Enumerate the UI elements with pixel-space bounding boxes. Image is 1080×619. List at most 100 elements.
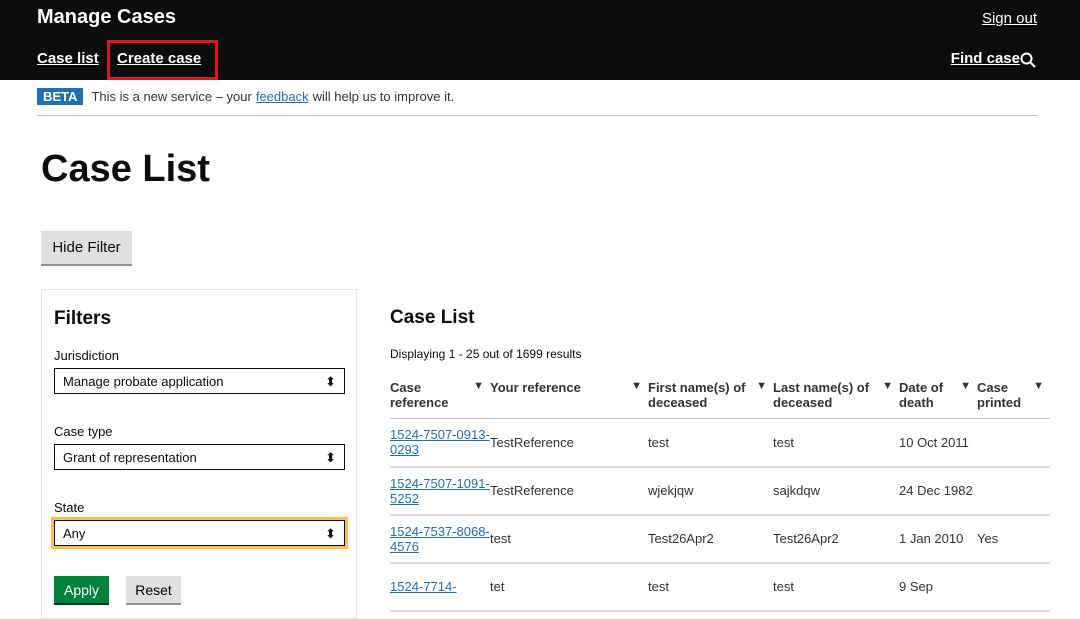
cell-value: TestReference bbox=[490, 483, 574, 498]
cell-value: sajkdqw bbox=[773, 483, 820, 498]
case-reference-link[interactable]: 1524-7714- bbox=[390, 579, 457, 594]
cell-value: TestReference bbox=[490, 434, 574, 450]
cell-value: tet bbox=[490, 579, 505, 594]
app-title: Manage Cases bbox=[37, 6, 176, 28]
sort-icon[interactable]: ▼ bbox=[756, 380, 767, 392]
column-header[interactable]: ▼ Last name(s) of deceased bbox=[773, 380, 899, 419]
state-select[interactable]: Any ⬍ bbox=[51, 517, 348, 549]
table-cell: 24 Dec 1982 bbox=[899, 466, 977, 516]
hide-filter-button[interactable]: Hide Filter bbox=[41, 231, 132, 264]
table-cell: Yes bbox=[977, 514, 1050, 564]
case-type-select[interactable]: Grant of representation ⬍ bbox=[54, 444, 345, 470]
table-cell: 1524-7537-8068-4576 bbox=[390, 514, 490, 564]
filters-title: Filters bbox=[54, 308, 112, 329]
case-type-value: Grant of representation bbox=[63, 450, 197, 465]
divider bbox=[37, 115, 1037, 116]
page-title: Case List bbox=[41, 148, 210, 190]
case-reference-link[interactable]: 1524-7507-0913-0293 bbox=[390, 427, 490, 458]
select-arrows-icon: ⬍ bbox=[325, 526, 336, 541]
filters-panel: Filters Jurisdiction Manage probate appl… bbox=[41, 289, 357, 619]
table-cell: sajkdqw bbox=[773, 466, 899, 516]
jurisdiction-select[interactable]: Manage probate application ⬍ bbox=[54, 368, 345, 394]
beta-text-end: will help us to improve it. bbox=[312, 89, 455, 104]
feedback-link[interactable]: feedback bbox=[255, 89, 309, 104]
column-label: First name(s) of deceased bbox=[648, 380, 746, 410]
case-table: ▼ Case reference ▼ Your reference ▼ First nam… bbox=[390, 380, 1050, 612]
column-header[interactable]: ▼ Case printed bbox=[977, 380, 1050, 419]
beta-banner: BETA This is a new service – your feedba… bbox=[37, 88, 454, 105]
table-cell: TestReference bbox=[490, 466, 648, 516]
cell-value: Test26Apr2 bbox=[773, 531, 839, 546]
table-row: 1524-7507-1091-5252 TestReference wjekjqw s… bbox=[390, 466, 1050, 516]
sort-icon[interactable]: ▼ bbox=[882, 380, 893, 392]
sort-icon[interactable]: ▼ bbox=[631, 380, 642, 392]
header: Manage Cases Sign out Case list Create c… bbox=[0, 0, 1080, 80]
sort-icon[interactable]: ▼ bbox=[960, 380, 971, 392]
cell-value: test bbox=[648, 579, 669, 594]
apply-button[interactable]: Apply bbox=[54, 576, 109, 603]
state-value: Any bbox=[63, 526, 86, 541]
sign-out-link[interactable]: Sign out bbox=[981, 10, 1037, 27]
cell-value: test bbox=[490, 531, 511, 546]
table-row: 1524-7714- tet test test 9 Sep bbox=[390, 562, 1050, 612]
cell-value: 1 Jan 2010 bbox=[899, 531, 964, 546]
case-reference-link[interactable]: 1524-7507-1091-5252 bbox=[390, 475, 490, 506]
table-cell: tet bbox=[490, 562, 648, 612]
table-cell bbox=[977, 418, 1050, 468]
table-cell: 9 Sep bbox=[899, 562, 977, 612]
cell-value: wjekjqw bbox=[648, 483, 694, 498]
table-cell: test bbox=[773, 562, 899, 612]
sort-icon[interactable]: ▼ bbox=[473, 380, 484, 392]
table-cell: Test26Apr2 bbox=[773, 514, 899, 564]
case-type-label: Case type bbox=[54, 424, 113, 439]
column-label: Case reference bbox=[390, 380, 449, 410]
column-label: Case printed bbox=[977, 380, 1022, 410]
beta-tag: BETA bbox=[37, 88, 84, 105]
column-header[interactable]: ▼ First name(s) of deceased bbox=[648, 380, 773, 419]
select-arrows-icon: ⬍ bbox=[325, 374, 336, 389]
table-cell: 10 Oct 2011 bbox=[899, 418, 977, 468]
cell-value: Test26Apr2 bbox=[648, 531, 714, 546]
column-header[interactable]: ▼ Date of death bbox=[899, 380, 977, 419]
find-case-link[interactable]: Find case bbox=[950, 50, 1020, 67]
state-label: State bbox=[54, 500, 85, 515]
case-list-title: Case List bbox=[390, 307, 475, 328]
sort-icon[interactable]: ▼ bbox=[1033, 380, 1044, 392]
case-reference-link[interactable]: 1524-7537-8068-4576 bbox=[390, 523, 490, 554]
cell-value: test bbox=[773, 579, 794, 594]
reset-button[interactable]: Reset bbox=[126, 576, 181, 603]
search-icon[interactable] bbox=[1020, 52, 1036, 68]
column-header[interactable]: ▼ Case reference bbox=[390, 380, 490, 419]
jurisdiction-label: Jurisdiction bbox=[54, 348, 120, 363]
table-cell: TestReference bbox=[490, 418, 648, 468]
table-cell: Test26Apr2 bbox=[648, 514, 773, 564]
table-cell: 1524-7507-0913-0293 bbox=[390, 418, 490, 468]
cell-value: Yes bbox=[977, 531, 999, 546]
cell-value: 10 Oct 2011 bbox=[899, 434, 969, 450]
cell-value: test bbox=[773, 434, 794, 450]
table-row: 1524-7507-0913-0293 TestReference test test… bbox=[390, 418, 1050, 468]
nav-case-list[interactable]: Case list bbox=[37, 50, 99, 67]
table-cell: 1524-7507-1091-5252 bbox=[390, 466, 490, 516]
jurisdiction-value: Manage probate application bbox=[63, 374, 224, 389]
select-arrows-icon: ⬍ bbox=[325, 450, 336, 465]
table-cell: test bbox=[490, 514, 648, 564]
column-header[interactable]: ▼ Your reference bbox=[490, 380, 648, 419]
cell-value: 9 Sep bbox=[899, 579, 933, 594]
table-cell: test bbox=[648, 562, 773, 612]
beta-text: This is a new service – your bbox=[91, 89, 252, 104]
table-cell: test bbox=[648, 418, 773, 468]
results-count: Displaying 1 - 25 out of 1699 results bbox=[390, 347, 582, 361]
table-cell bbox=[977, 562, 1050, 612]
table-cell: 1 Jan 2010 bbox=[899, 514, 977, 564]
table-cell bbox=[977, 466, 1050, 516]
column-label: Date of death bbox=[899, 380, 944, 410]
table-row: 1524-7537-8068-4576 test Test26Apr2 Test26A… bbox=[390, 514, 1050, 564]
table-cell: test bbox=[773, 418, 899, 468]
cell-value: test bbox=[648, 434, 669, 450]
column-label: Last name(s) of deceased bbox=[773, 380, 870, 410]
table-cell: wjekjqw bbox=[648, 466, 773, 516]
nav-create-case[interactable]: Create case bbox=[117, 50, 202, 67]
cell-value: 24 Dec 1982 bbox=[899, 483, 973, 498]
highlight-box bbox=[107, 40, 218, 80]
